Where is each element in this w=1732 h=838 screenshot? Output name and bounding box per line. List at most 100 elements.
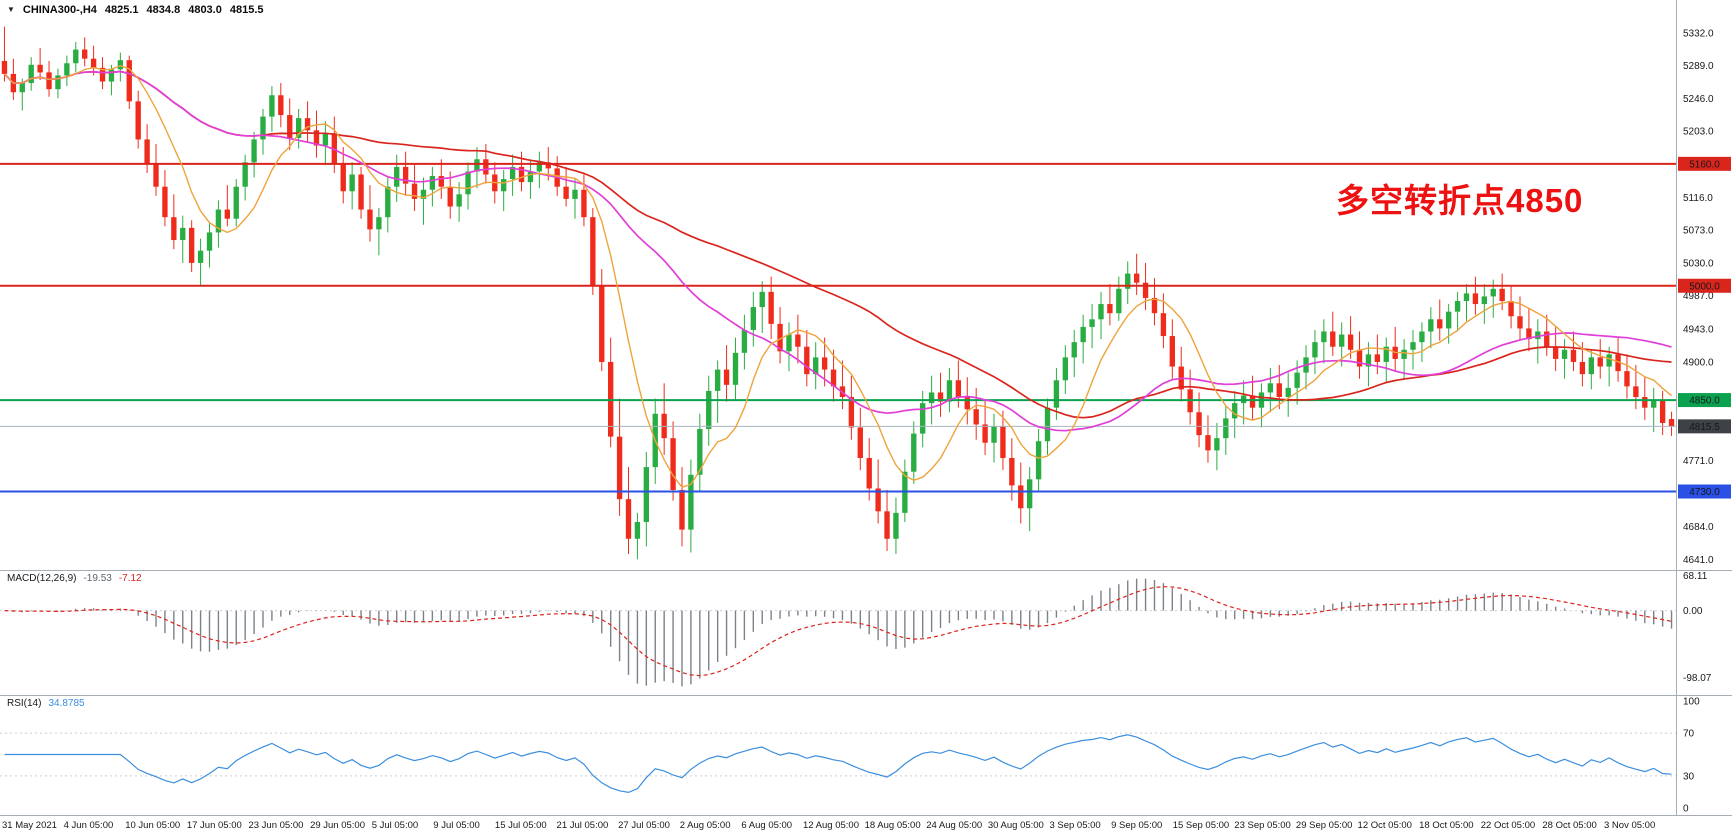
time-axis-label: 18 Oct 05:00 xyxy=(1419,820,1474,831)
rsi-scale-tick: 100 xyxy=(1683,697,1700,708)
candle-body xyxy=(1339,334,1345,347)
candle-body xyxy=(465,171,471,195)
price-level-badge-text: 4730.0 xyxy=(1689,487,1720,498)
candle-body xyxy=(1080,326,1086,343)
candle-body xyxy=(1232,403,1238,419)
candle-body xyxy=(1526,328,1532,340)
candle-body xyxy=(269,95,275,117)
candle-body xyxy=(1651,400,1657,408)
time-axis-label: 23 Sep 05:00 xyxy=(1234,820,1291,831)
candle-body xyxy=(1552,346,1559,359)
time-axis-label: 2 Aug 05:00 xyxy=(679,820,731,831)
candle-body xyxy=(741,329,748,353)
candle-body xyxy=(402,166,409,184)
candle-body xyxy=(795,334,801,347)
candle-body xyxy=(1579,361,1586,375)
expander-arrow-icon[interactable]: ▼ xyxy=(7,5,15,14)
price-scale-tick: 4900.0 xyxy=(1683,357,1714,368)
price-level-badge xyxy=(1678,419,1731,434)
time-axis-label: 23 Jun 05:00 xyxy=(248,820,304,831)
candle-body xyxy=(1249,395,1256,408)
candle-body xyxy=(777,323,783,352)
moving-averages-layer xyxy=(3,64,1672,489)
candle-body xyxy=(162,186,168,218)
price-chart-canvas[interactable]: 5332.0 5289.0 5246.0 5203.0 5116.0 5073.0 5030… xyxy=(0,0,1732,570)
candle-body xyxy=(911,433,917,472)
time-axis-label: 3 Sep 05:00 xyxy=(1049,820,1101,831)
candle-body xyxy=(197,250,204,263)
candle-body xyxy=(135,101,141,140)
candle-body xyxy=(1544,331,1550,347)
price-panel: 5332.0 5289.0 5246.0 5203.0 5116.0 5073.0 5030… xyxy=(0,0,1732,570)
price-scale-tick: 5246.0 xyxy=(1683,94,1714,105)
candle-body xyxy=(1053,380,1060,408)
candle-body xyxy=(1606,354,1612,367)
candle-body xyxy=(1000,425,1006,458)
time-axis-label: 31 May 2021 xyxy=(2,820,57,831)
quote-open: 4825.1 xyxy=(104,4,139,16)
candle-body xyxy=(590,217,596,286)
candle-body xyxy=(447,186,453,207)
price-level-badge xyxy=(1678,484,1731,499)
candle-body xyxy=(1160,313,1167,337)
time-axis[interactable]: 31 May 2021 4 Jun 05:00 10 Jun 05:00 17 Jun… xyxy=(0,815,1732,838)
rsi-scale-tick: 70 xyxy=(1683,729,1695,740)
candle-body xyxy=(1285,387,1291,398)
candle-body xyxy=(90,58,97,68)
candle-body xyxy=(982,424,988,443)
candle-body xyxy=(697,429,703,475)
quote-low: 4803.0 xyxy=(188,4,222,16)
candle-body xyxy=(1133,273,1140,283)
candle-body xyxy=(206,232,213,251)
candle-body xyxy=(973,409,979,425)
quote-high: 4834.8 xyxy=(146,4,181,16)
candle-body xyxy=(322,133,329,146)
time-axis-label: 29 Jun 05:00 xyxy=(310,820,365,831)
price-scale-tick: 5289.0 xyxy=(1683,61,1714,72)
time-axis-label: 10 Jun 05:00 xyxy=(125,820,181,831)
candle-body xyxy=(714,369,721,391)
candle-body xyxy=(456,194,462,207)
candle-body xyxy=(1267,383,1274,393)
symbol-info-bar: ▼ CHINA300-,H4 4825.1 4834.8 4803.0 4815… xyxy=(7,4,264,16)
candle-body xyxy=(732,352,739,385)
candle-body xyxy=(1570,349,1577,362)
candle-body xyxy=(1517,316,1523,329)
macd-main-value: -19.53 xyxy=(83,573,112,584)
macd-canvas[interactable]: 68.11 0.00 -98.07 xyxy=(0,570,1732,695)
candle-body xyxy=(1383,346,1389,362)
candle-body xyxy=(304,118,311,131)
candle-body xyxy=(1445,311,1452,329)
candle-body xyxy=(848,397,855,428)
candle-body xyxy=(313,130,320,146)
candle-body xyxy=(82,49,88,59)
price-level-badge xyxy=(1678,278,1731,293)
candle-body xyxy=(1508,301,1514,317)
price-scale-tick: 5030.0 xyxy=(1683,258,1714,269)
candle-body xyxy=(1668,419,1675,427)
candle-body xyxy=(1437,319,1443,329)
candle-body xyxy=(126,60,132,102)
moving-average-line xyxy=(3,70,1672,432)
candle-body xyxy=(188,227,195,263)
candle-body xyxy=(1597,357,1603,367)
horizontal-levels-layer xyxy=(0,162,1676,493)
candle-body xyxy=(1125,273,1131,289)
candle-body xyxy=(367,209,373,230)
candle-body xyxy=(893,512,899,539)
time-axis-label: 9 Jul 05:00 xyxy=(433,820,480,831)
candle-body xyxy=(1615,354,1621,372)
time-axis-label: 28 Oct 05:00 xyxy=(1542,820,1597,831)
time-axis-label: 15 Sep 05:00 xyxy=(1172,820,1230,831)
macd-name: MACD(12,26,9) xyxy=(7,573,77,584)
candle-body xyxy=(1026,479,1033,509)
candle-body xyxy=(215,209,222,233)
candle-body xyxy=(634,521,641,539)
rsi-canvas[interactable]: 100 70 30 0 xyxy=(0,695,1732,815)
candle-body xyxy=(830,369,837,387)
candle-body xyxy=(759,291,765,308)
candle-body xyxy=(1312,342,1318,358)
time-axis-label: 30 Aug 05:00 xyxy=(987,820,1044,831)
time-axis-label: 17 Jun 05:00 xyxy=(186,820,242,831)
